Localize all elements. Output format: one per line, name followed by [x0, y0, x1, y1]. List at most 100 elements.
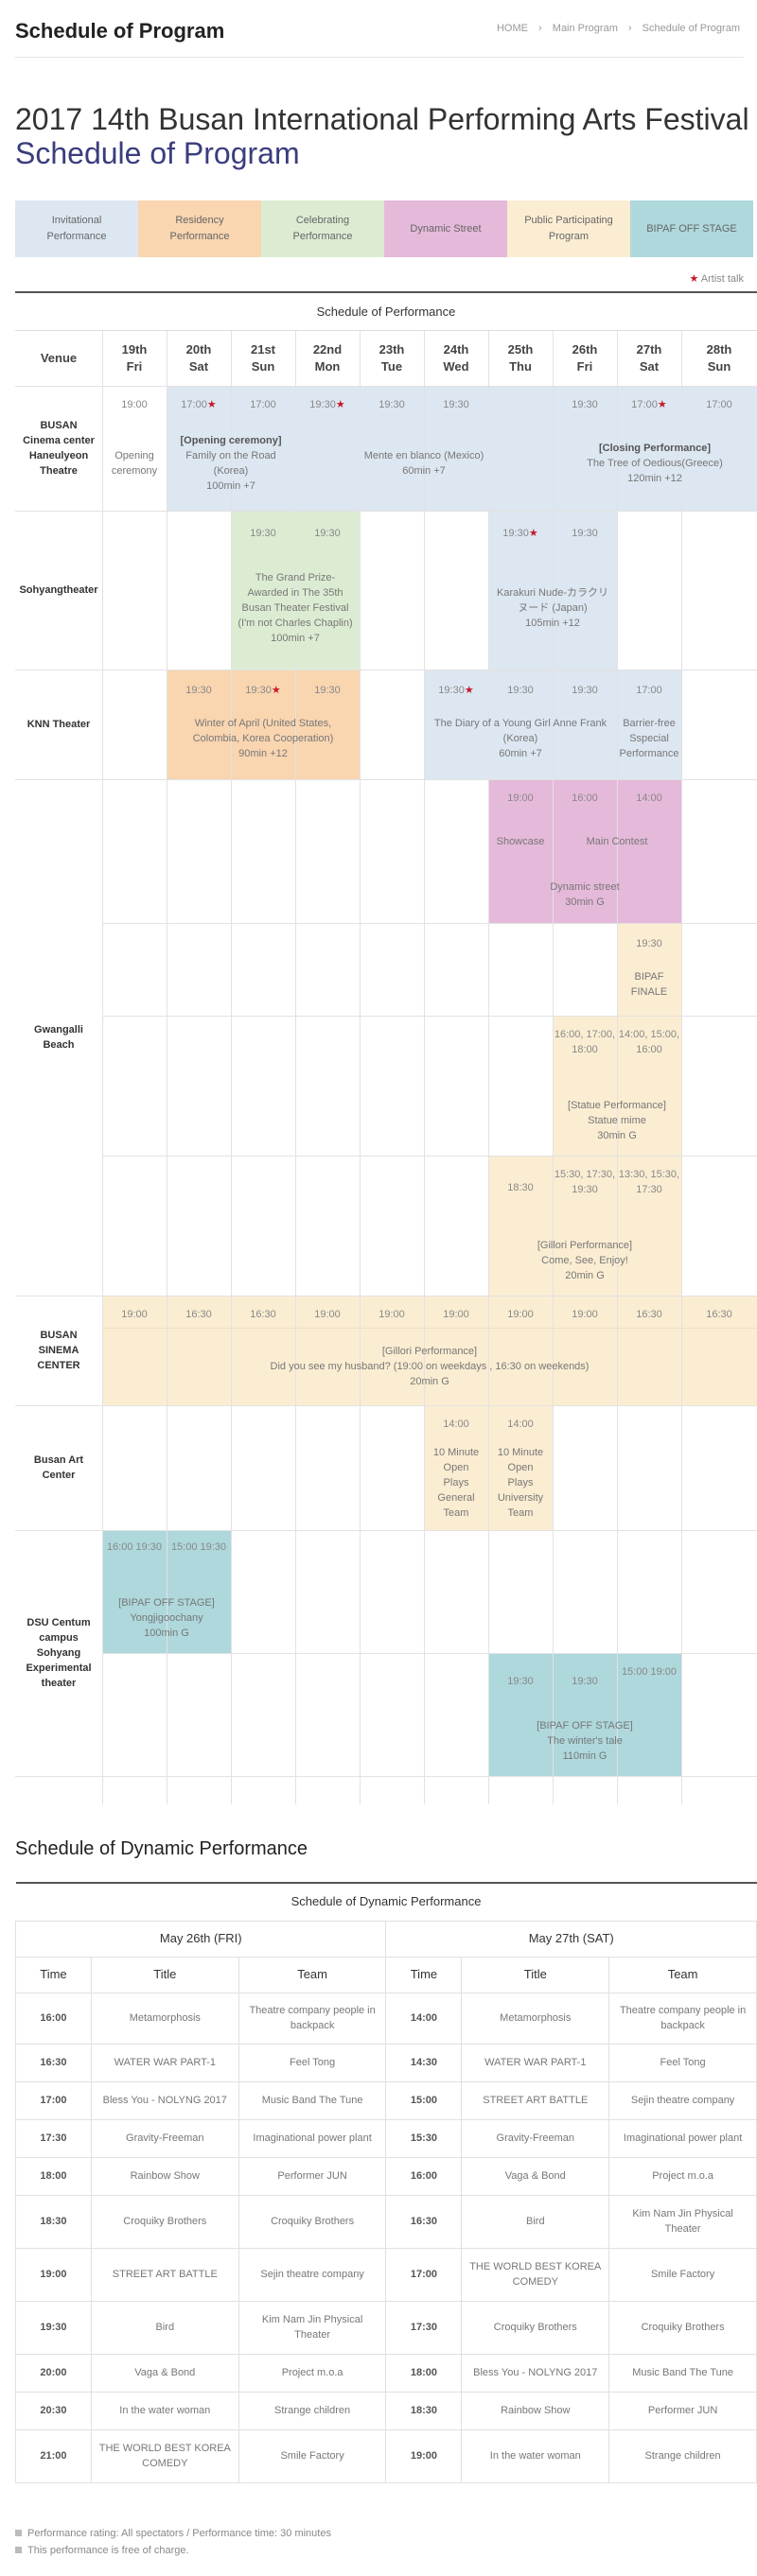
title-cell: STREET ART BATTLE	[461, 2080, 610, 2120]
time-cell: 17:00	[385, 2247, 463, 2302]
time-cell: 15:30	[385, 2118, 463, 2158]
show-time: 16:30	[185, 1309, 212, 1320]
show-time: 19:30	[443, 399, 469, 410]
title-cell: Gravity-Freeman	[461, 2118, 610, 2158]
legend-label: Public Participating Program	[524, 215, 613, 242]
time-cell: 17:30	[385, 2300, 463, 2355]
table-row: 17:30 Gravity-Freeman Imaginational power …	[15, 2118, 757, 2158]
event-info: [Closing Performance] The Tree of Oedious…	[587, 443, 723, 484]
time-cell: 17:30	[15, 2118, 92, 2158]
show-time: 19:30★	[438, 685, 474, 696]
day-header: 22nd Mon	[312, 342, 343, 374]
event-info: Winter of April (United States, Colombia…	[192, 718, 334, 759]
event-block	[102, 1296, 757, 1405]
title-cell: Croquiky Brothers	[90, 2194, 239, 2249]
table-row: 19:30 Bird Kim Nam Jin Physical Theater 17:…	[15, 2300, 757, 2355]
show-time: 19:30	[507, 685, 534, 696]
star-icon: ★	[528, 528, 538, 539]
venue-label: Gwangalli Beach	[34, 1024, 83, 1051]
table-row: 20:30 In the water woman Strange children 1…	[15, 2391, 757, 2430]
title-cell: Rainbow Show	[90, 2156, 239, 2196]
legend-label: Celebrating Performance	[292, 215, 353, 242]
show-time: 16:00, 17:00, 18:00	[554, 1029, 616, 1055]
grid-line	[15, 1530, 757, 1531]
note-item: Performance rating: All spectators / Per…	[15, 2525, 331, 2542]
page-title-line1: 2017 14th Busan International Performing…	[15, 102, 749, 136]
grid-line	[15, 779, 757, 780]
venue-label: Busan Art Center	[33, 1454, 84, 1481]
show-time: 19:30	[314, 528, 341, 539]
show-time: 19:00	[121, 399, 148, 410]
legend-label: BIPAF OFF STAGE	[646, 222, 737, 235]
event-block	[231, 386, 553, 511]
title-cell: Bird	[461, 2194, 610, 2249]
column-header: Title	[461, 1956, 610, 1993]
grid-line	[102, 1653, 757, 1654]
title-cell: Rainbow Show	[461, 2391, 610, 2430]
team-cell: Feel Tong	[238, 2043, 387, 2082]
time-cell: 16:00	[15, 1992, 92, 2045]
title-cell: Bird	[90, 2300, 239, 2355]
title-cell: In the water woman	[461, 2428, 610, 2483]
day-header: 24th Wed	[443, 342, 469, 374]
venue-header: Venue	[40, 351, 78, 365]
dynamic-section-title: Schedule of Dynamic Performance	[15, 1838, 308, 1859]
time-cell: 17:00	[15, 2080, 92, 2120]
breadcrumb-home[interactable]: HOME	[496, 23, 528, 34]
dynamic-schedule-table: Schedule of Dynamic Performance May 26th…	[14, 1882, 757, 2483]
time-cell: 18:30	[15, 2194, 92, 2249]
legend-item: Invitational Performance	[15, 200, 138, 257]
venue-label: KNN Theater	[26, 719, 91, 730]
chevron-right-icon: ›	[538, 23, 542, 34]
show-time: 14:00	[507, 1419, 534, 1430]
title-cell: WATER WAR PART-1	[90, 2043, 239, 2082]
grid-line	[295, 331, 296, 1804]
header-divider	[15, 57, 744, 58]
time-cell: 18:00	[385, 2353, 463, 2393]
show-time: 19:30	[572, 1676, 598, 1687]
team-cell: Croquiky Brothers	[238, 2194, 387, 2249]
time-cell: 18:00	[15, 2156, 92, 2196]
team-cell: Performer JUN	[608, 2391, 757, 2430]
time-cell: 20:30	[15, 2391, 92, 2430]
show-time: 19:00	[507, 792, 534, 804]
event-info: [Opening ceremony] Family on the Road (Ko…	[180, 435, 282, 492]
page-title: 2017 14th Busan International Performing…	[15, 102, 749, 170]
grid-line	[15, 386, 757, 387]
event-info: Main Contest	[586, 836, 648, 847]
time-cell: 14:00	[385, 1992, 463, 2045]
show-time: 17:00	[706, 399, 732, 410]
breadcrumb-main-program[interactable]: Main Program	[552, 23, 618, 34]
show-time: 18:30	[507, 1182, 534, 1193]
bullet-square-icon	[15, 2530, 22, 2536]
dynamic-caption: Schedule of Dynamic Performance	[15, 1882, 757, 1922]
table-row: 19:00 STREET ART BATTLE Sejin theatre comp…	[15, 2247, 757, 2302]
team-cell: Music Band The Tune	[608, 2353, 757, 2393]
day-header: 28th Sun	[706, 342, 732, 374]
star-icon: ★	[689, 273, 699, 285]
show-time: 19:30	[378, 399, 405, 410]
day-header: 27th Sat	[636, 342, 662, 374]
team-cell: Smile Factory	[608, 2247, 757, 2302]
title-cell: Vaga & Bond	[90, 2353, 239, 2393]
legend-label: Dynamic Street	[410, 222, 482, 235]
star-icon: ★	[335, 399, 345, 410]
table-row: 18:30 Croquiky Brothers Croquiky Brothers 1…	[15, 2194, 757, 2249]
event-block	[167, 670, 360, 779]
team-cell: Imaginational power plant	[608, 2118, 757, 2158]
event-block	[167, 386, 231, 511]
column-header: Title	[90, 1956, 239, 1993]
grid-line	[102, 1156, 757, 1157]
event-block	[617, 670, 681, 779]
show-time: 19:30	[314, 685, 341, 696]
event-info: [Statue Performance] Statue mime 30min G	[568, 1100, 666, 1141]
team-cell: Imaginational power plant	[238, 2118, 387, 2158]
show-time: 19:30★	[245, 685, 281, 696]
venue-label: BUSAN Cinema center Haneulyeon Theatre	[23, 420, 95, 477]
grid-line	[102, 1328, 757, 1329]
team-cell: Project m.o.a	[608, 2156, 757, 2196]
event-info: The Diary of a Young Girl Anne Frank (Ko…	[433, 718, 607, 759]
show-time: 15:00 19:00	[621, 1666, 678, 1678]
grid-line	[102, 923, 757, 924]
time-cell: 20:00	[15, 2353, 92, 2393]
